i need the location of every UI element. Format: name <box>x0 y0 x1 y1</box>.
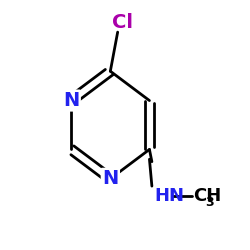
Text: Cl: Cl <box>112 13 133 32</box>
Text: 3: 3 <box>206 196 214 208</box>
Text: N: N <box>102 169 118 188</box>
Text: CH: CH <box>194 187 222 205</box>
Text: HN: HN <box>154 187 184 205</box>
Text: N: N <box>63 91 79 110</box>
